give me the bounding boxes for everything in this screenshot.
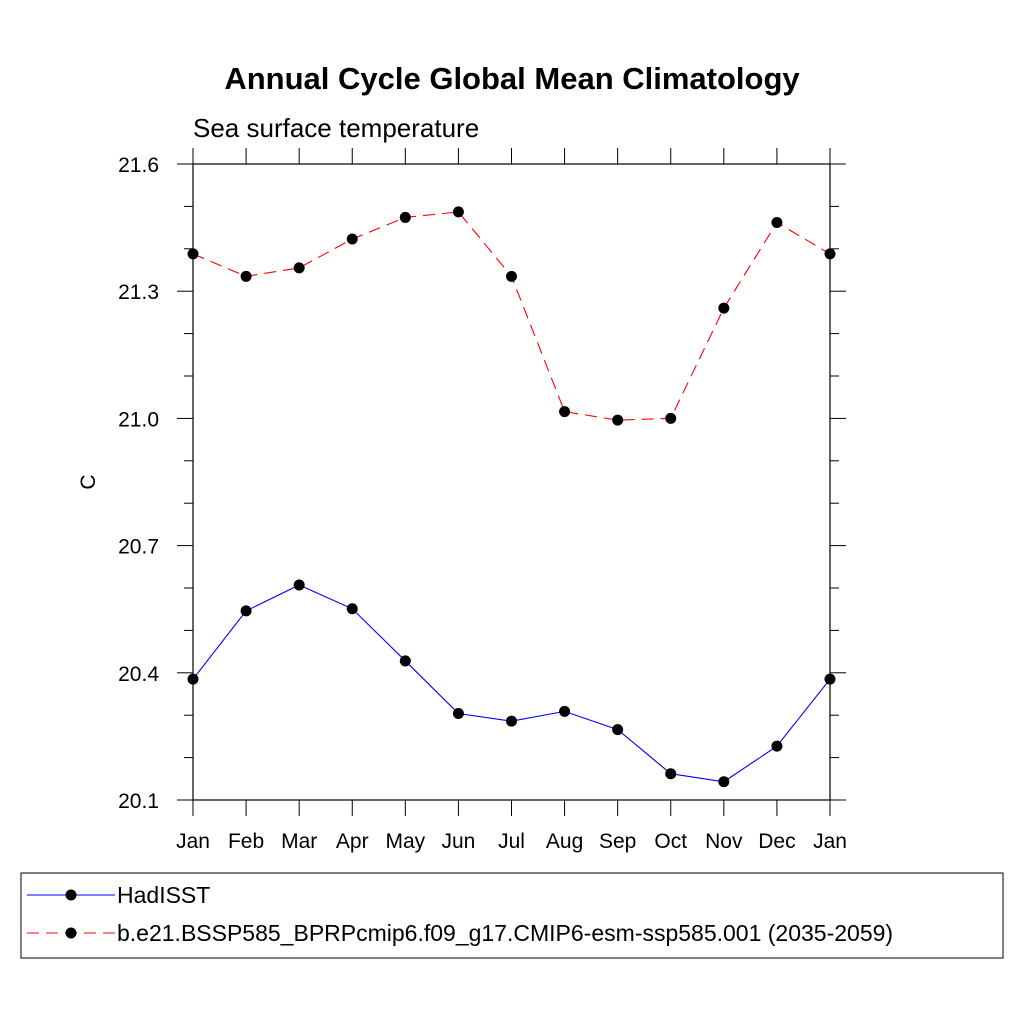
series-line-2 — [192, 211, 831, 421]
y-axis-label: C — [77, 474, 100, 489]
series-1-point — [771, 740, 783, 752]
series-1-point — [240, 605, 252, 617]
series-1-point — [346, 603, 358, 615]
series-1-point — [293, 579, 305, 591]
series-2-point — [293, 262, 305, 274]
series-1-point — [612, 724, 624, 736]
y-tick-label: 20.4 — [118, 663, 159, 686]
series-1-point — [506, 715, 517, 727]
series-1-point — [452, 708, 464, 720]
series-2-point — [187, 248, 199, 260]
series-1-point — [718, 776, 730, 788]
x-tick-label: Oct — [654, 830, 687, 853]
legend-label-1: HadISST — [117, 882, 210, 908]
x-tick-label: Sep — [599, 830, 636, 853]
legend-marker-2 — [65, 927, 77, 939]
x-tick-label: Jan — [813, 830, 847, 853]
legend-label-2: b.e21.BSSP585_BPRPcmip6.f09_g17.CMIP6-es… — [117, 920, 893, 946]
series-1-point — [399, 655, 411, 667]
y-tick-label: 21.6 — [118, 154, 159, 177]
y-tick-label: 21.0 — [118, 408, 159, 431]
series-2-point — [612, 414, 624, 426]
series-2-point — [240, 270, 252, 282]
x-tick-label: Mar — [281, 830, 317, 853]
series-1-point — [665, 768, 677, 780]
series-2-point — [559, 406, 571, 418]
legend-marker-1 — [65, 889, 77, 901]
y-tick-label: 20.7 — [118, 536, 159, 559]
legend-box — [20, 872, 1004, 959]
x-tick-label: Dec — [758, 830, 795, 853]
x-tick-label: Aug — [546, 830, 583, 853]
y-tick-label: 21.3 — [118, 281, 159, 304]
series-1-point — [187, 673, 199, 685]
series-2-point — [399, 211, 411, 223]
chart-subtitle: Sea surface temperature — [193, 113, 479, 143]
series-2-point — [452, 206, 464, 218]
series-2-point — [718, 302, 730, 314]
chart-title: Annual Cycle Global Mean Climatology — [224, 61, 800, 96]
series-2-point — [665, 412, 677, 424]
x-tick-label: Jul — [498, 830, 525, 853]
series-line-1 — [192, 584, 831, 783]
x-tick-label: Apr — [336, 830, 369, 853]
series-2-point — [346, 233, 358, 245]
x-tick-label: May — [385, 830, 425, 853]
series-2-point — [771, 217, 783, 229]
x-tick-label: Feb — [228, 830, 264, 853]
x-tick-label: Jun — [441, 830, 475, 853]
series-2-point — [824, 248, 836, 260]
series-1-point — [559, 705, 571, 717]
x-tick-label: Nov — [705, 830, 743, 853]
series-2-point — [506, 270, 517, 282]
series-1-point — [824, 673, 836, 685]
x-tick-label: Jan — [176, 830, 210, 853]
plot-frame — [192, 163, 831, 801]
y-tick-label: 20.1 — [118, 790, 159, 813]
